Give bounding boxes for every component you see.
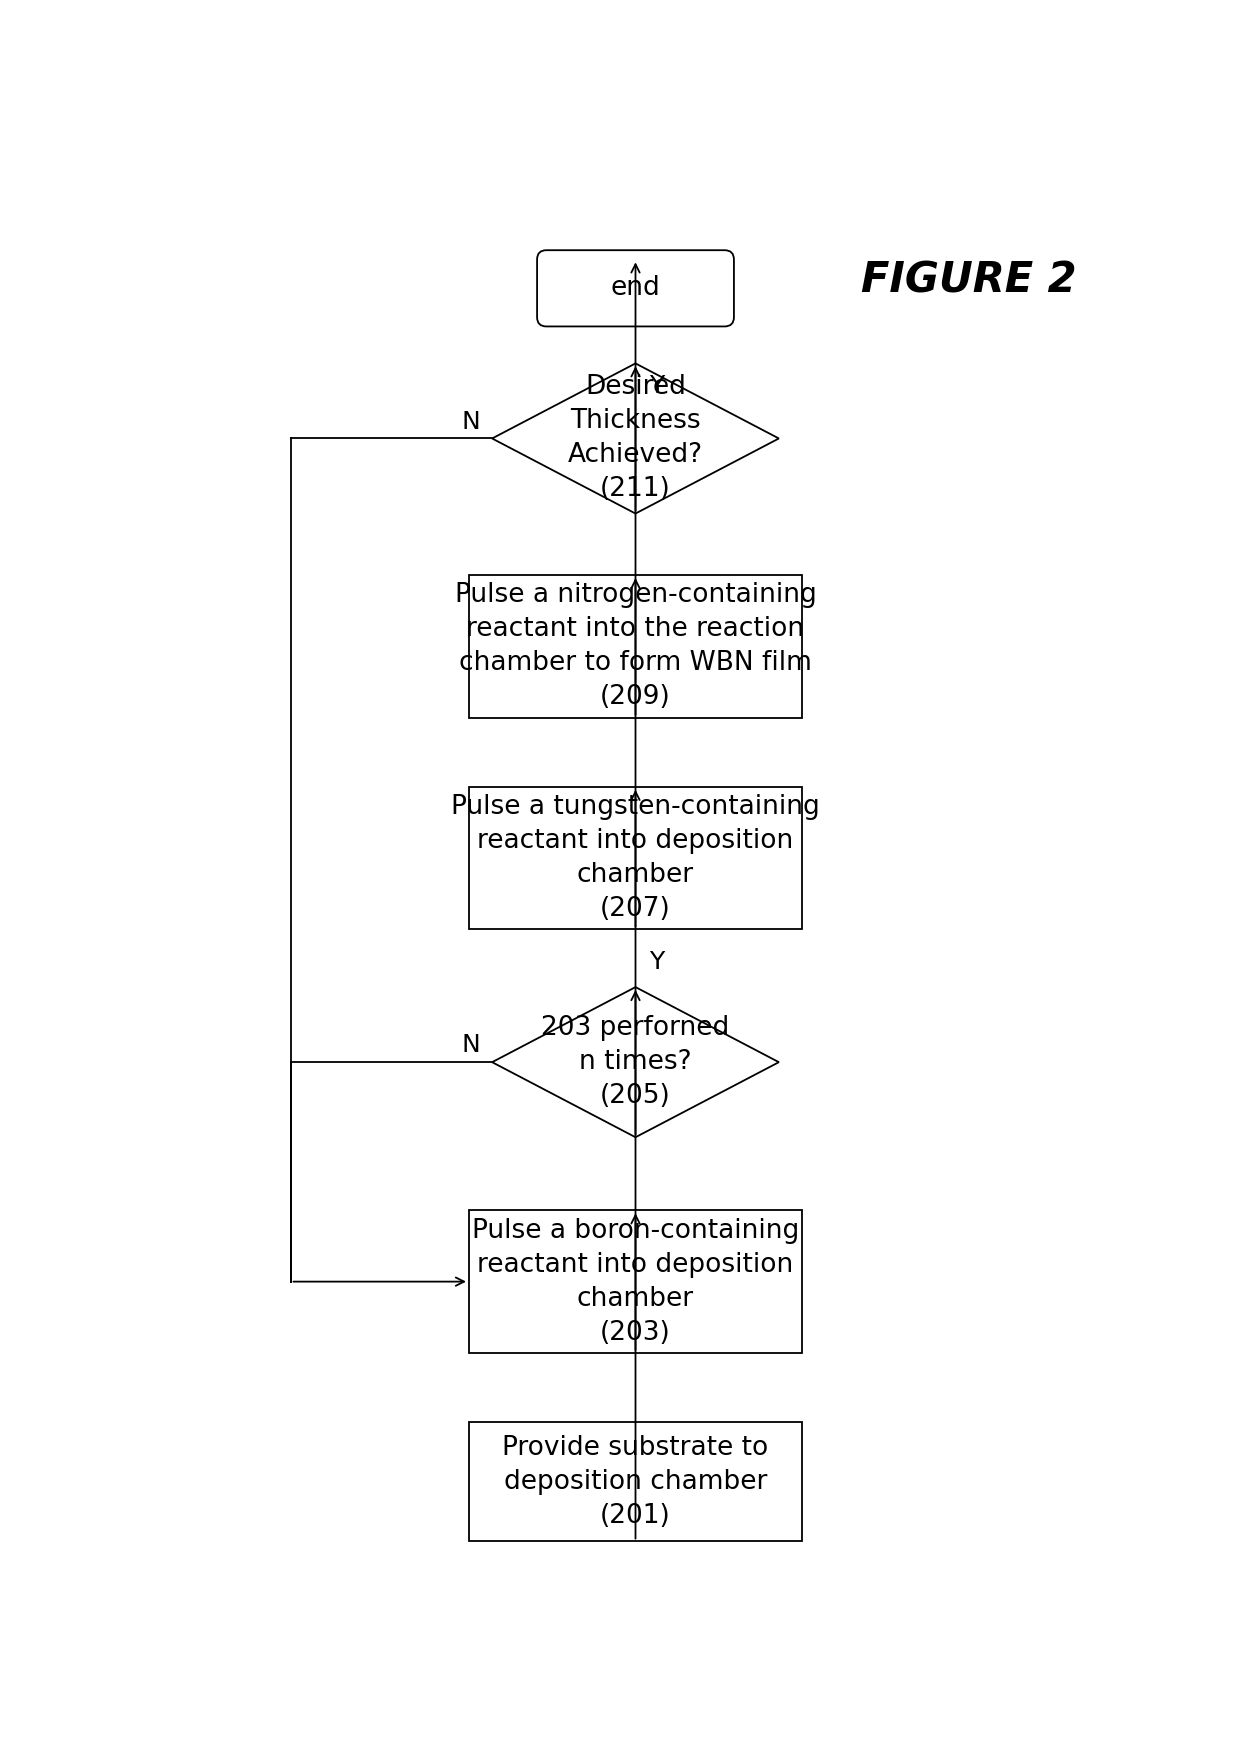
Text: Pulse a tungsten-containing
reactant into deposition
chamber
(207): Pulse a tungsten-containing reactant int… [451,794,820,923]
Text: Provide substrate to
deposition chamber
(201): Provide substrate to deposition chamber … [502,1435,769,1529]
FancyBboxPatch shape [469,787,802,930]
Text: Y: Y [650,375,665,398]
Text: N: N [461,1034,480,1057]
Text: Pulse a boron-containing
reactant into deposition
chamber
(203): Pulse a boron-containing reactant into d… [472,1217,799,1345]
Text: N: N [461,410,480,433]
Text: end: end [610,275,661,301]
Text: 203 perforned
n times?
(205): 203 perforned n times? (205) [542,1014,729,1109]
Polygon shape [492,988,779,1138]
FancyBboxPatch shape [469,1210,802,1352]
Text: Y: Y [650,951,665,974]
Text: Desired
Thickness
Achieved?
(211): Desired Thickness Achieved? (211) [568,375,703,502]
FancyBboxPatch shape [469,1423,802,1541]
FancyBboxPatch shape [469,576,802,717]
Polygon shape [492,363,779,514]
FancyBboxPatch shape [537,250,734,326]
Text: Pulse a nitrogen-containing
reactant into the reaction
chamber to form WBN film
: Pulse a nitrogen-containing reactant int… [455,583,816,710]
Text: FIGURE 2: FIGURE 2 [861,259,1076,301]
